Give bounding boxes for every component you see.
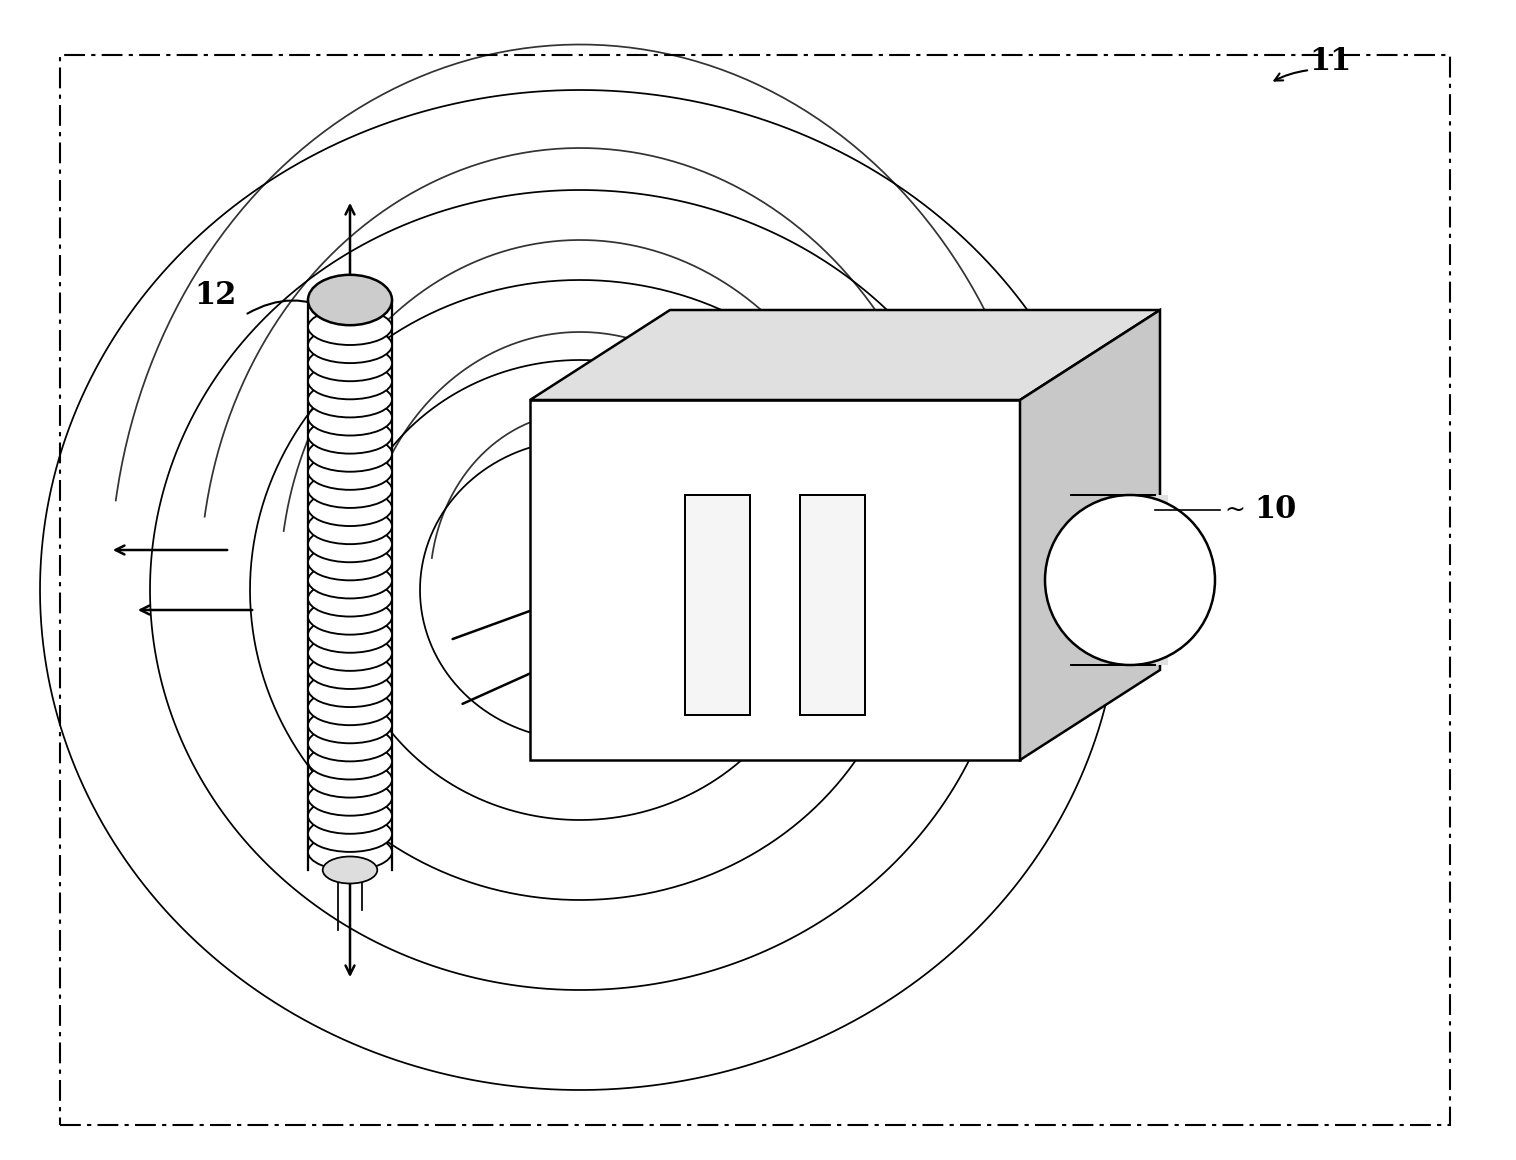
Ellipse shape	[308, 544, 393, 580]
Ellipse shape	[308, 346, 393, 382]
Ellipse shape	[308, 418, 393, 454]
Ellipse shape	[308, 490, 393, 525]
Ellipse shape	[308, 635, 393, 670]
Ellipse shape	[308, 798, 393, 834]
Ellipse shape	[1045, 495, 1214, 665]
Polygon shape	[1020, 310, 1160, 760]
Ellipse shape	[308, 834, 393, 870]
Ellipse shape	[308, 436, 393, 472]
Bar	[1155, 495, 1167, 665]
Ellipse shape	[308, 653, 393, 689]
Ellipse shape	[308, 744, 393, 780]
Ellipse shape	[308, 327, 393, 363]
Ellipse shape	[308, 472, 393, 508]
Ellipse shape	[308, 527, 393, 563]
Bar	[800, 495, 866, 715]
Text: ~: ~	[1225, 498, 1246, 522]
Ellipse shape	[308, 599, 393, 635]
Ellipse shape	[308, 580, 393, 617]
Ellipse shape	[308, 563, 393, 599]
Ellipse shape	[308, 309, 393, 345]
Ellipse shape	[308, 617, 393, 653]
Ellipse shape	[308, 399, 393, 435]
Ellipse shape	[308, 725, 393, 761]
Ellipse shape	[308, 275, 393, 325]
Text: 11: 11	[1308, 46, 1351, 78]
Text: 10: 10	[1254, 494, 1296, 525]
Ellipse shape	[308, 815, 393, 851]
Bar	[685, 495, 750, 715]
Ellipse shape	[308, 708, 393, 744]
Ellipse shape	[308, 762, 393, 798]
Text: 12: 12	[194, 280, 236, 311]
Ellipse shape	[308, 363, 393, 399]
Ellipse shape	[308, 508, 393, 544]
Polygon shape	[531, 400, 1020, 760]
Ellipse shape	[308, 689, 393, 725]
Ellipse shape	[308, 672, 393, 708]
Ellipse shape	[308, 780, 393, 815]
Ellipse shape	[323, 856, 377, 884]
Ellipse shape	[308, 382, 393, 418]
Polygon shape	[531, 310, 1160, 400]
Ellipse shape	[308, 454, 393, 490]
